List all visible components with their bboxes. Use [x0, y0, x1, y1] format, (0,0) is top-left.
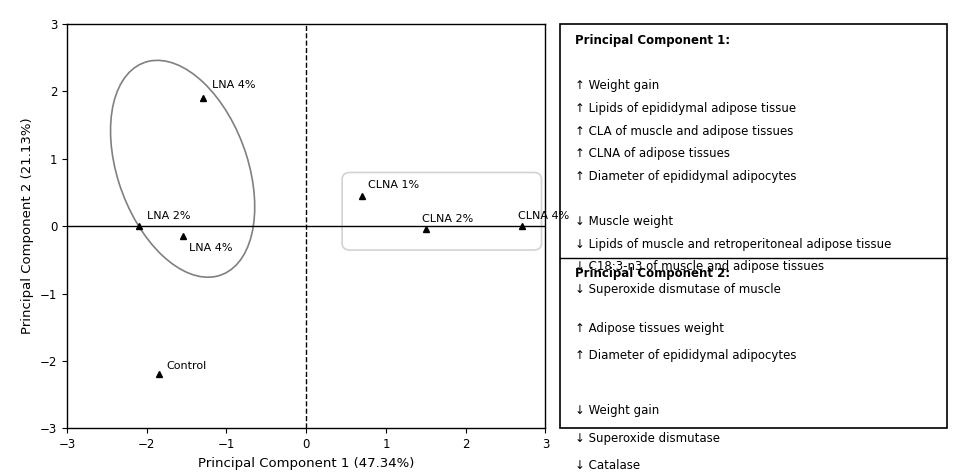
Text: ↓ Superoxide dismutase: ↓ Superoxide dismutase	[575, 432, 721, 445]
Text: LNA 4%: LNA 4%	[189, 243, 233, 253]
Text: ↑ CLA of muscle and adipose tissues: ↑ CLA of muscle and adipose tissues	[575, 125, 793, 138]
Text: CLNA 4%: CLNA 4%	[518, 211, 568, 221]
Text: Principal Component 1:: Principal Component 1:	[575, 34, 730, 47]
Y-axis label: Principal Component 2 (21.13%): Principal Component 2 (21.13%)	[21, 118, 34, 335]
X-axis label: Principal Component 1 (47.34%): Principal Component 1 (47.34%)	[198, 456, 414, 470]
Text: LNA 4%: LNA 4%	[212, 80, 256, 90]
Text: ↑ Diameter of epididymal adipocytes: ↑ Diameter of epididymal adipocytes	[575, 170, 797, 183]
Text: ↑ Diameter of epididymal adipocytes: ↑ Diameter of epididymal adipocytes	[575, 349, 797, 362]
Text: Principal Component 2:: Principal Component 2:	[575, 267, 730, 279]
Text: Control: Control	[167, 361, 207, 371]
Text: ↓ Lipids of muscle and retroperitoneal adipose tissue: ↓ Lipids of muscle and retroperitoneal a…	[575, 238, 892, 251]
Text: ↓ Muscle weight: ↓ Muscle weight	[575, 215, 674, 228]
Text: ↓ C18:3-n3 of muscle and adipose tissues: ↓ C18:3-n3 of muscle and adipose tissues	[575, 260, 825, 274]
Text: ↓ Catalase: ↓ Catalase	[575, 459, 640, 472]
Text: CLNA 2%: CLNA 2%	[422, 214, 473, 224]
Text: ↑ Adipose tissues weight: ↑ Adipose tissues weight	[575, 322, 724, 335]
Text: CLNA 1%: CLNA 1%	[368, 180, 419, 190]
Text: ↑ Lipids of epididymal adipose tissue: ↑ Lipids of epididymal adipose tissue	[575, 102, 796, 115]
Text: ↓ Weight gain: ↓ Weight gain	[575, 404, 659, 417]
Text: ↑ Weight gain: ↑ Weight gain	[575, 79, 659, 92]
Text: ↑ CLNA of adipose tissues: ↑ CLNA of adipose tissues	[575, 147, 730, 160]
Text: ↓ Superoxide dismutase of muscle: ↓ Superoxide dismutase of muscle	[575, 283, 781, 296]
Text: LNA 2%: LNA 2%	[146, 211, 190, 221]
